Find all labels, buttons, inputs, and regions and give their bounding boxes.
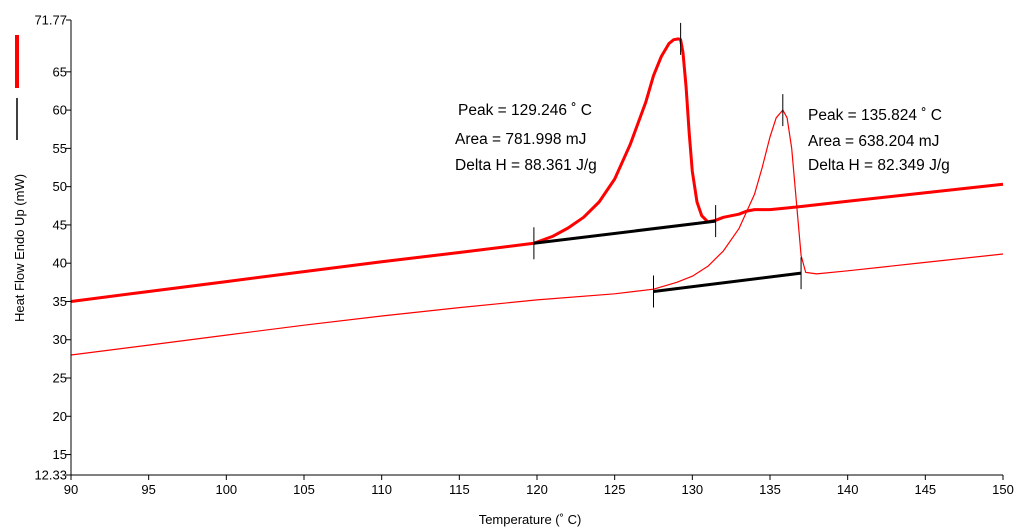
x-tick-label: 145 bbox=[914, 482, 936, 497]
series-layer bbox=[70, 37, 1004, 356]
annotation-2-line-2: Area = 638.204 mJ bbox=[808, 133, 939, 150]
annotation-peak-1: Peak = 129.246 ˚ C Area = 781.998 mJ Del… bbox=[455, 102, 597, 174]
annotation-2-line-1: Peak = 135.824 ˚ C bbox=[808, 107, 942, 124]
y-tick-label: 35 bbox=[53, 294, 67, 309]
x-ticks: 90 95 100 105 110 115 120 125 130 135 140 145 150 bbox=[64, 475, 1014, 497]
y-tick-label: 12.33 bbox=[34, 468, 67, 483]
marker-layer bbox=[533, 22, 802, 308]
y-tick-label: 30 bbox=[53, 332, 67, 347]
x-axis-title: Temperature (˚ C) bbox=[479, 512, 582, 527]
y-tick-label: 40 bbox=[53, 256, 67, 271]
integration-baseline bbox=[653, 271, 802, 293]
y-tick-label: 45 bbox=[53, 217, 67, 232]
x-tick-label: 125 bbox=[604, 482, 626, 497]
y-tick-label: 25 bbox=[53, 371, 67, 386]
y-tick-label: 55 bbox=[53, 141, 67, 156]
annotation-1-line-3: Delta H = 88.361 J/g bbox=[455, 157, 597, 174]
y-tick-label: 60 bbox=[53, 103, 67, 118]
annotation-2-line-3: Delta H = 82.349 J/g bbox=[808, 157, 950, 174]
y-ticks: 12.33 15 20 25 30 35 40 45 50 55 60 65 71.77 bbox=[34, 13, 71, 483]
axes bbox=[70, 20, 1003, 476]
x-tick-label: 110 bbox=[371, 482, 392, 497]
x-tick-label: 115 bbox=[449, 482, 470, 497]
annotation-1-line-2: Area = 781.998 mJ bbox=[455, 131, 586, 148]
x-tick-label: 95 bbox=[141, 482, 155, 497]
x-tick-label: 140 bbox=[837, 482, 859, 497]
x-tick-label: 150 bbox=[992, 482, 1014, 497]
x-tick-label: 130 bbox=[681, 482, 703, 497]
y-tick-label: 65 bbox=[53, 64, 67, 79]
annotation-peak-2: Peak = 135.824 ˚ C Area = 638.204 mJ Del… bbox=[808, 107, 950, 174]
x-tick-label: 135 bbox=[759, 482, 781, 497]
x-tick-label: 90 bbox=[64, 482, 78, 497]
y-tick-label: 71.77 bbox=[34, 13, 67, 28]
y-tick-label: 50 bbox=[53, 179, 67, 194]
x-tick-label: 100 bbox=[215, 482, 237, 497]
baseline-layer bbox=[533, 219, 802, 293]
y-tick-label: 20 bbox=[53, 409, 67, 424]
series-line bbox=[70, 109, 1004, 356]
annotation-1-line-1: Peak = 129.246 ˚ C bbox=[458, 102, 592, 119]
integration-baseline bbox=[533, 219, 716, 245]
x-tick-label: 105 bbox=[293, 482, 315, 497]
x-tick-label: 120 bbox=[526, 482, 548, 497]
y-axis-title: Heat Flow Endo Up (mW) bbox=[12, 174, 27, 322]
y-tick-label: 15 bbox=[53, 447, 67, 462]
